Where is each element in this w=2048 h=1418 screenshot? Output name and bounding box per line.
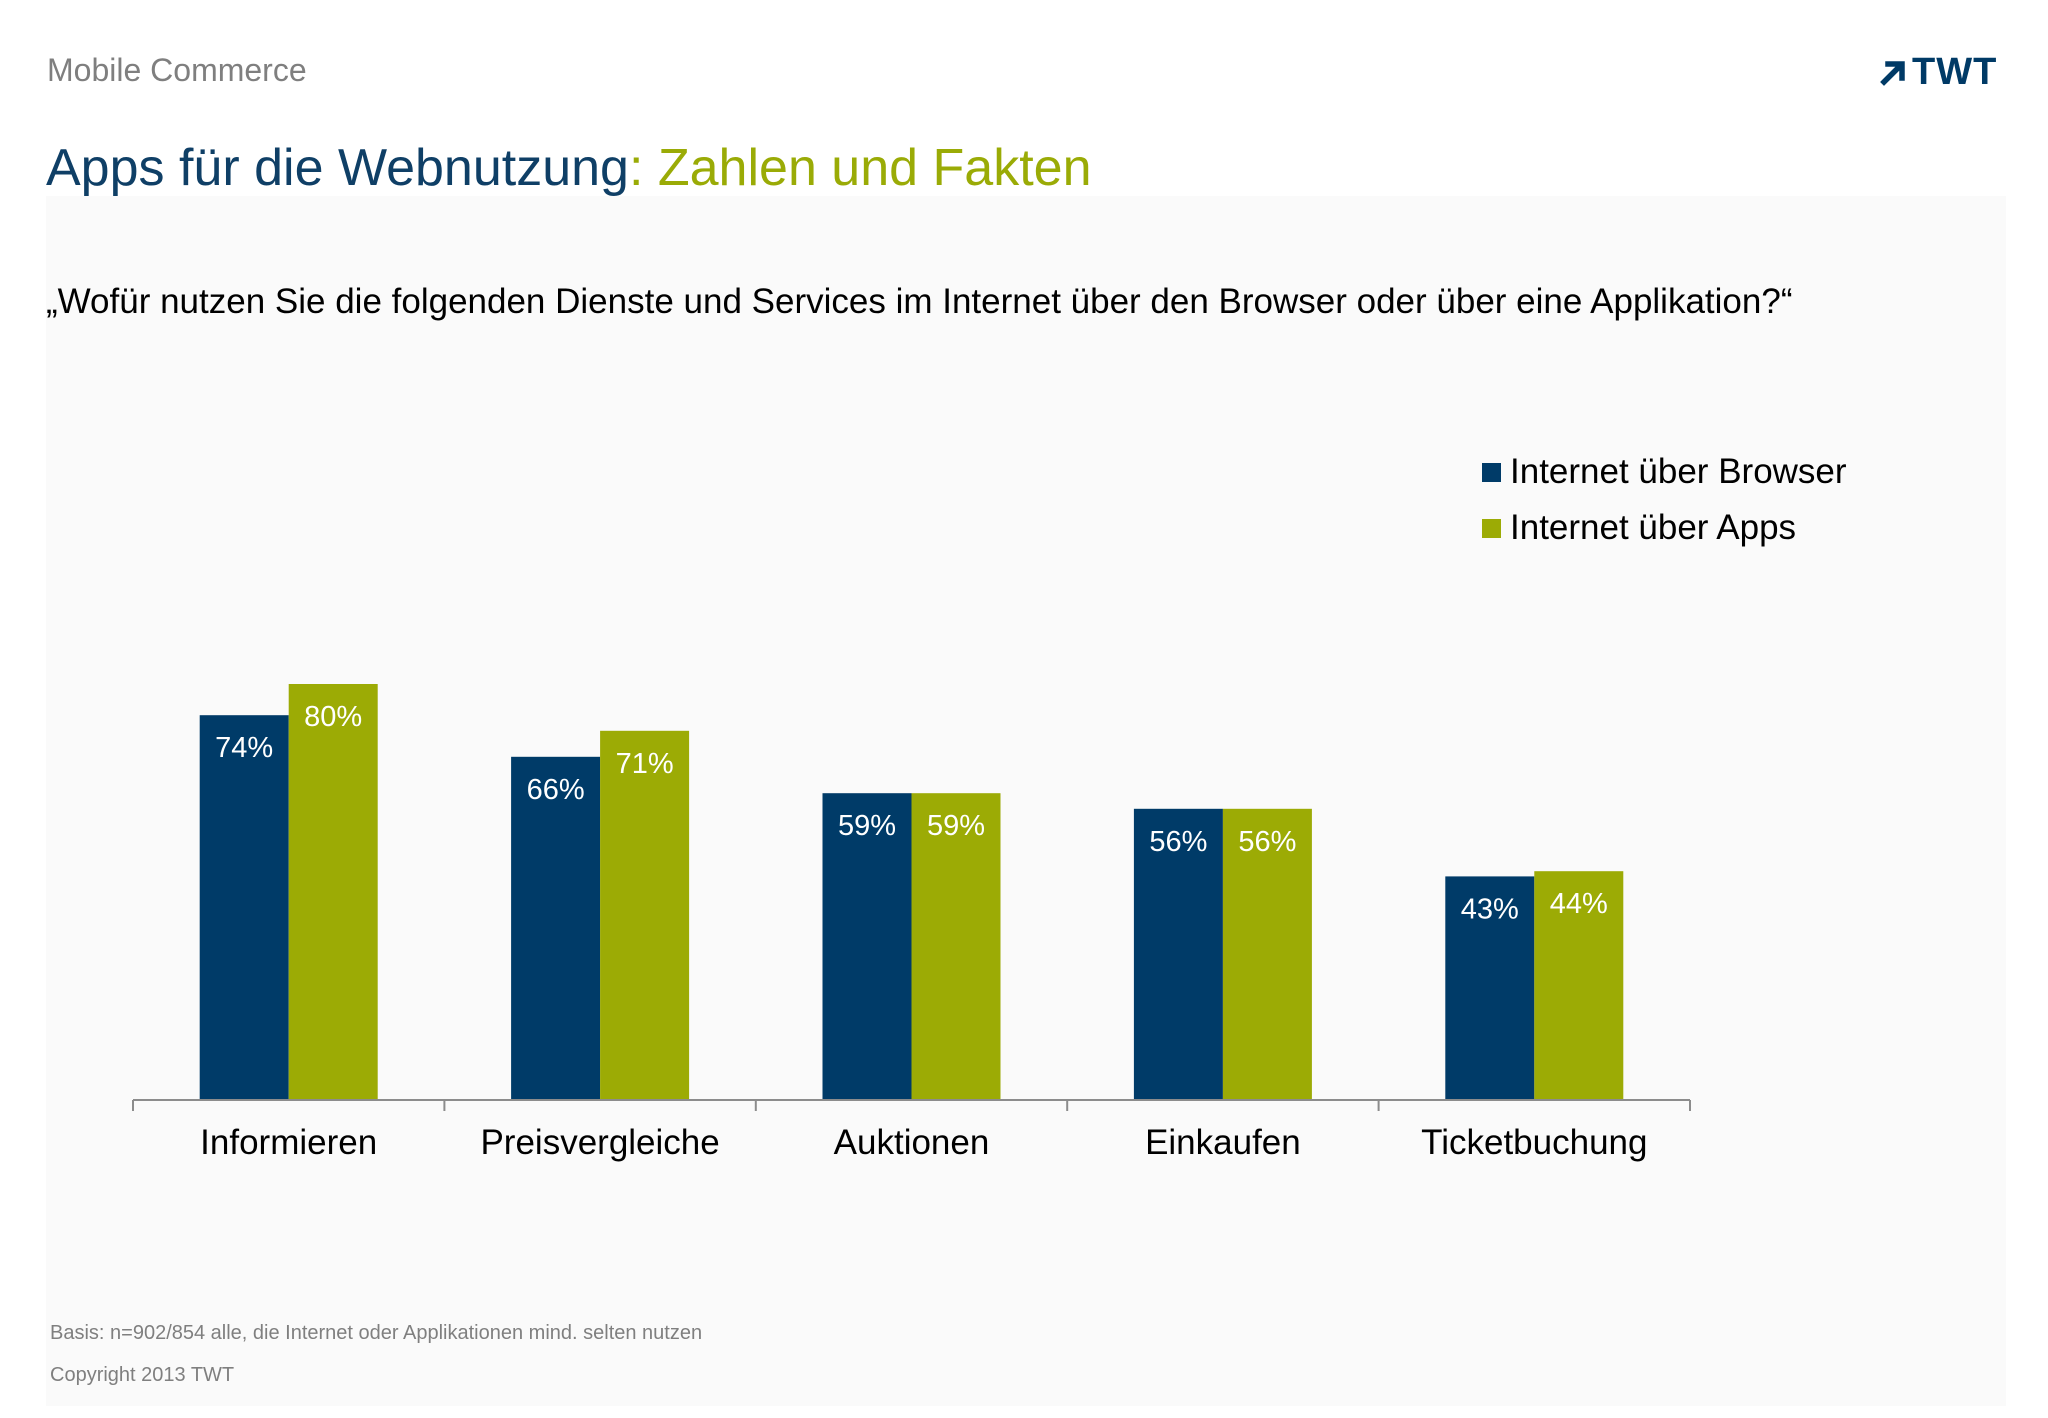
category-label-2: Auktionen [834, 1123, 990, 1162]
data-label-apps-3: 56% [1238, 826, 1296, 858]
bar-browser-0 [199, 715, 289, 1100]
category-label-3: Einkaufen [1145, 1123, 1301, 1162]
data-label-browser-4: 43% [1461, 893, 1519, 925]
category-label-4: Ticketbuchung [1421, 1123, 1647, 1162]
bar-apps-2 [911, 793, 1001, 1100]
legend-item-apps: Internet über Apps [1482, 500, 1847, 556]
bar-apps-3 [1222, 808, 1312, 1100]
legend-label-apps: Internet über Apps [1510, 508, 1797, 547]
bar-apps-0 [288, 684, 378, 1100]
legend-swatch-apps [1482, 518, 1501, 538]
footnote-basis: Basis: n=902/854 alle, die Internet oder… [50, 1322, 703, 1344]
bar-apps-4 [1534, 871, 1624, 1100]
survey-question: „Wofür nutzen Sie die folgenden Dienste … [46, 282, 1793, 321]
data-label-browser-3: 56% [1149, 826, 1207, 858]
footnote-copyright: Copyright 2013 TWT [50, 1364, 235, 1386]
section-label: Mobile Commerce [47, 52, 307, 88]
category-label-0: Informieren [200, 1123, 377, 1162]
legend-swatch-browser [1482, 462, 1501, 482]
data-label-browser-0: 74% [215, 732, 273, 764]
legend-label-browser: Internet über Browser [1510, 452, 1847, 491]
bar-browser-2 [822, 793, 912, 1100]
legend-item-browser: Internet über Browser [1482, 444, 1847, 500]
data-label-apps-2: 59% [927, 810, 985, 842]
data-label-apps-1: 71% [616, 748, 674, 780]
data-label-apps-4: 44% [1550, 888, 1608, 920]
chart-legend: Internet über Browser Internet über Apps [1482, 444, 1847, 556]
logo-text: TWT [1912, 50, 1998, 93]
category-label-1: Preisvergleiche [480, 1123, 719, 1162]
page-title: Apps für die Webnutzung: Zahlen und Fakt… [46, 138, 1091, 198]
bar-browser-1 [511, 756, 601, 1100]
data-label-browser-1: 66% [527, 774, 585, 806]
title-sub: : Zahlen und Fakten [628, 139, 1092, 197]
bar-apps-1 [600, 730, 690, 1100]
data-label-browser-2: 59% [838, 810, 896, 842]
title-main: Apps für die Webnutzung [46, 139, 629, 197]
data-label-apps-0: 80% [304, 701, 362, 733]
arrow-up-right-icon [1880, 61, 1905, 86]
bar-browser-4 [1445, 876, 1535, 1100]
bar-browser-3 [1133, 808, 1223, 1100]
twt-logo: TWT [1878, 50, 1998, 93]
